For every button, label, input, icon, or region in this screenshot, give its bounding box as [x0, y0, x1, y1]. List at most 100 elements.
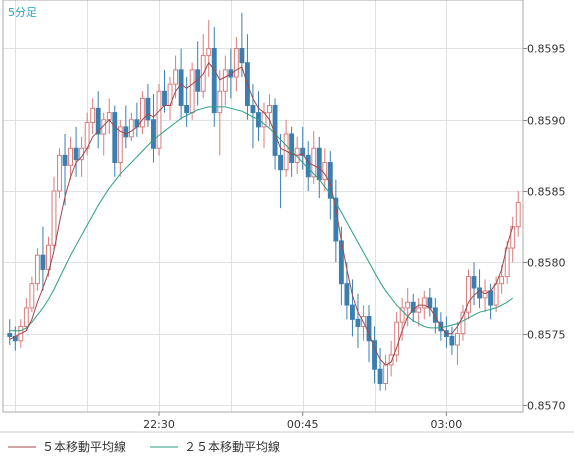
candle-body [300, 147, 306, 156]
candle-body [23, 307, 29, 327]
candle [128, 112, 134, 142]
candle [311, 131, 317, 184]
candle [372, 326, 377, 384]
y-tick-label: 0.8590 [527, 115, 566, 128]
candle [23, 297, 29, 331]
candle [145, 84, 151, 127]
candle [466, 269, 471, 320]
candle-body [51, 190, 57, 246]
candle [112, 105, 118, 177]
candle [206, 19, 212, 77]
candle [349, 279, 355, 337]
candle-body [394, 321, 400, 356]
candle [156, 84, 162, 156]
candle-body [416, 307, 422, 313]
candle-body [305, 154, 311, 178]
candle [504, 240, 510, 284]
candle [455, 322, 460, 365]
x-tick-label: 00:45 [287, 418, 319, 431]
candle-body [68, 147, 73, 166]
candle [471, 262, 477, 306]
y-axis: 0.8570 0.8575 0.8580 0.8585 0.8590 0.8595 [523, 43, 566, 413]
candle [68, 136, 73, 180]
candle [278, 134, 284, 209]
candle-body [493, 283, 499, 306]
moving-averages [9, 61, 514, 366]
candle-body [206, 47, 212, 57]
candle-body [510, 226, 516, 249]
candle [189, 62, 195, 120]
candle-body [355, 318, 361, 327]
candle [460, 305, 466, 341]
candle-body [222, 69, 228, 92]
candle [40, 226, 46, 291]
candle-body [195, 69, 201, 92]
candle-body [278, 154, 284, 171]
candle [62, 134, 68, 206]
candle [250, 84, 256, 149]
candle [322, 148, 328, 192]
candle-body [162, 90, 167, 106]
y-tick-label: 0.8595 [527, 43, 566, 56]
candle-body [106, 112, 112, 121]
candle [233, 37, 239, 92]
candle [355, 293, 361, 348]
candle-body [228, 69, 234, 78]
candle [482, 279, 488, 313]
chart-title: 5分足 [8, 6, 37, 19]
candle [394, 312, 400, 363]
candle-body [117, 126, 123, 164]
candle-body [272, 104, 278, 156]
candle-body [62, 154, 68, 166]
candle [239, 12, 245, 77]
candle-body [383, 364, 389, 384]
candle [388, 340, 394, 377]
candle-body [145, 97, 151, 121]
candle [222, 55, 228, 106]
candle-body [34, 254, 40, 285]
candle-body [449, 335, 455, 346]
candle [195, 41, 201, 106]
candle [228, 48, 234, 99]
legend-item: ２５本移動平均線 [150, 439, 280, 454]
candle-body [211, 47, 217, 114]
y-tick-label: 0.8580 [527, 257, 566, 270]
candle [377, 347, 383, 391]
legend: ５本移動平均線 ２５本移動平均線 [8, 439, 280, 454]
candle-body [455, 333, 460, 346]
candle-body [504, 247, 510, 278]
candle [51, 176, 57, 251]
candle-body [405, 301, 411, 309]
candle-body [250, 104, 256, 114]
candle-body [322, 162, 328, 181]
candle [217, 69, 223, 156]
candle-body [139, 97, 145, 128]
candle [29, 276, 35, 313]
y-tick-label: 0.8570 [527, 400, 566, 413]
x-tick-label: 22:30 [143, 418, 175, 431]
candle-body [410, 301, 416, 313]
candle [117, 119, 123, 177]
legend-label: ５本移動平均線 [42, 439, 126, 454]
candle [95, 91, 101, 149]
candle-body [156, 90, 162, 149]
x-axis: 22:30 00:45 03:00 [143, 412, 462, 431]
candle-body [289, 133, 295, 164]
candle-body [57, 154, 62, 192]
candle-body [73, 147, 79, 161]
candle [73, 126, 79, 177]
candle-body [217, 90, 223, 114]
y-tick-label: 0.8585 [527, 186, 566, 199]
ma5-line [9, 61, 514, 366]
candle [211, 27, 217, 127]
candle [405, 287, 411, 327]
ma25-line [9, 106, 514, 332]
candle-body [128, 119, 134, 138]
candle-body [29, 283, 35, 309]
candle-body [349, 304, 355, 320]
y-tick-label: 0.8575 [527, 329, 566, 342]
candle-body [372, 340, 377, 370]
candle-body [466, 276, 471, 313]
